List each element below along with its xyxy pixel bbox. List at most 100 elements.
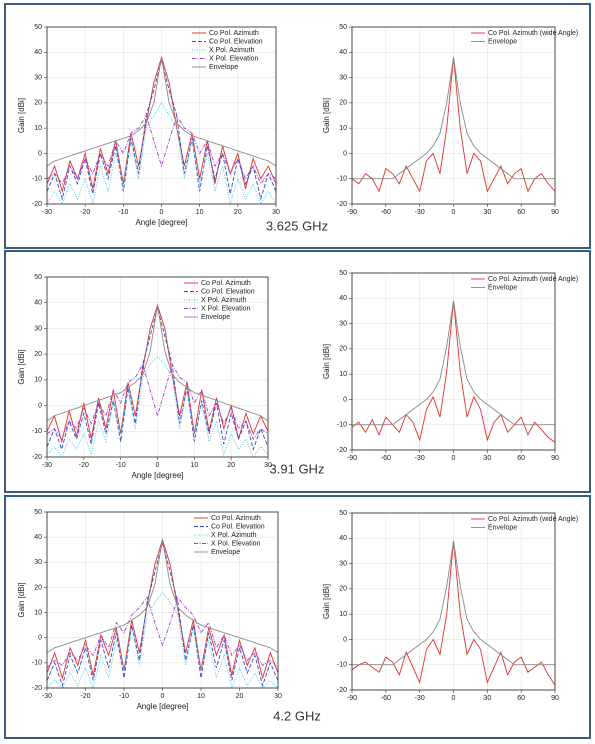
y-tick-label: 20: [339, 346, 347, 353]
y-tick-label: -20: [337, 447, 347, 454]
y-tick-label: -20: [32, 201, 42, 208]
x-tick-label: 0: [160, 209, 164, 216]
legend-label: X Pol. Elevation: [201, 305, 251, 312]
x-tick-label: -20: [80, 693, 90, 700]
y-tick-label: 30: [339, 320, 347, 327]
plot-frame: [46, 276, 269, 458]
x-tick-label: 0: [452, 209, 456, 216]
y-tick-label: 30: [34, 559, 42, 566]
y-tick-label: 0: [343, 396, 347, 403]
legend-label: X Pol. Elevation: [209, 55, 259, 62]
y-tick-label: 40: [339, 535, 347, 542]
legend-label: Envelope: [488, 284, 517, 291]
x-tick-label: 20: [236, 693, 244, 700]
x-tick-label: 10: [196, 209, 204, 216]
x-tick-label: -30: [42, 693, 52, 700]
y-tick-label: -20: [32, 454, 42, 461]
x-tick-label: 0: [452, 695, 456, 702]
x-tick-label: 60: [517, 695, 525, 702]
caption: 3.91 GHz: [270, 461, 325, 476]
y-tick-label: 30: [34, 74, 42, 81]
plot-frame: [46, 511, 279, 689]
plot-frame: [46, 26, 277, 205]
y-axis-label: Gain [dBi]: [17, 98, 26, 133]
legend-label: Co Pol. Azimuth (wide Angle): [488, 30, 578, 37]
legend-label: Envelope: [488, 524, 517, 531]
x-tick-label: -30: [42, 209, 52, 216]
y-tick-label: 10: [339, 125, 347, 132]
legend-label: X Pol. Azimuth: [211, 532, 257, 539]
x-tick-label: 30: [483, 209, 491, 216]
y-tick-label: -20: [337, 687, 347, 694]
x-tick-label: 30: [274, 693, 282, 700]
y-tick-label: 20: [34, 100, 42, 107]
y-tick-label: 30: [339, 74, 347, 81]
y-tick-label: 20: [339, 586, 347, 593]
caption: 3.625 GHz: [266, 218, 328, 233]
x-tick-label: 0: [156, 462, 160, 469]
y-tick-label: 0: [38, 150, 42, 157]
legend-label: X Pol. Azimuth: [201, 297, 247, 304]
legend-label: X Pol. Elevation: [211, 540, 261, 547]
y-tick-label: 0: [38, 635, 42, 642]
x-tick-label: -60: [381, 695, 391, 702]
series-line: [46, 305, 269, 422]
caption: 4.2 GHz: [273, 708, 321, 723]
x-tick-label: 10: [190, 462, 198, 469]
y-tick-label: 0: [343, 150, 347, 157]
x-tick-label: 0: [452, 455, 456, 462]
y-tick-label: 50: [34, 24, 42, 31]
legend-label: Envelope: [209, 64, 238, 71]
x-tick-label: -10: [119, 693, 129, 700]
x-axis-label: Angle [degree]: [135, 218, 187, 227]
x-tick-label: 60: [517, 455, 525, 462]
x-tick-label: 30: [483, 695, 491, 702]
y-tick-label: 50: [339, 24, 347, 31]
legend-label: Co Pol. Azimuth: [211, 515, 261, 522]
y-tick-label: 30: [339, 560, 347, 567]
legend-label: Co Pol. Azimuth (wide Angle): [488, 276, 578, 283]
x-axis-label: Angle [degree]: [131, 471, 183, 480]
y-axis-label: Gain [dBi]: [17, 349, 26, 384]
legend-label: Co Pol. Elevation: [209, 38, 263, 45]
y-tick-label: 40: [34, 300, 42, 307]
x-tick-label: 20: [227, 462, 235, 469]
y-tick-label: 20: [34, 351, 42, 358]
y-tick-label: 50: [339, 270, 347, 277]
x-tick-label: 30: [272, 209, 280, 216]
y-tick-label: -20: [32, 685, 42, 692]
x-tick-label: 20: [234, 209, 242, 216]
y-axis-label: Gain [dBi]: [17, 582, 26, 617]
legend-label: X Pol. Azimuth: [209, 47, 255, 54]
y-tick-label: 20: [34, 584, 42, 591]
x-tick-label: 90: [551, 209, 559, 216]
series-line: [46, 57, 277, 167]
series-line: [46, 591, 279, 690]
x-tick-label: -30: [42, 462, 52, 469]
y-tick-label: -10: [32, 428, 42, 435]
series-line: [46, 363, 269, 440]
plot-frame: [351, 26, 556, 205]
series-line: [46, 356, 269, 458]
panel-border: [4, 3, 591, 249]
y-tick-label: -10: [32, 176, 42, 183]
x-tick-label: 60: [517, 209, 525, 216]
x-tick-label: 10: [197, 693, 205, 700]
legend-label: Envelope: [211, 549, 240, 556]
x-tick-label: -60: [381, 455, 391, 462]
y-tick-label: 20: [339, 100, 347, 107]
panel-border: [4, 495, 591, 739]
x-tick-label: 30: [483, 455, 491, 462]
x-tick-label: -30: [415, 455, 425, 462]
y-tick-label: 10: [339, 371, 347, 378]
legend-label: Co Pol. Azimuth (wide Angle): [488, 516, 578, 523]
x-tick-label: 90: [551, 455, 559, 462]
x-tick-label: -90: [347, 455, 357, 462]
x-axis-label: Angle [degree]: [136, 702, 188, 711]
y-axis-label: Gain [dBi]: [322, 344, 331, 379]
legend-label: Co Pol. Azimuth: [209, 30, 259, 37]
series-line: [352, 300, 555, 426]
series-line: [46, 539, 279, 654]
y-tick-label: 0: [343, 636, 347, 643]
y-tick-label: 50: [34, 509, 42, 516]
